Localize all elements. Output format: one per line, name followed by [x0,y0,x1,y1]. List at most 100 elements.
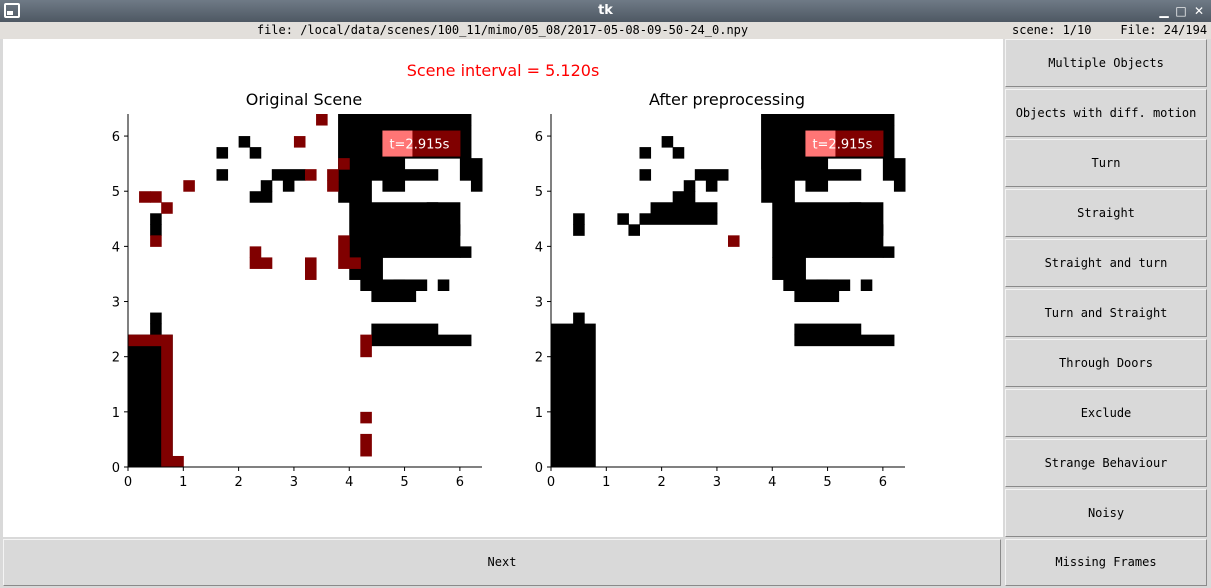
window-title: tk [598,3,613,18]
scene-file-counter: scene: 1/10 File: 24/194 [1012,23,1208,37]
x-tick-label: 1 [179,475,187,490]
occupied-cell [393,279,406,291]
category-sidebar: Multiple Objects Objects with diff. moti… [1005,39,1211,539]
scene-interval-label: Scene interval = 5.120s [406,61,600,80]
occupied-cell [128,334,162,468]
x-tick-label: 3 [290,475,298,490]
occupancy-layer [551,114,906,468]
turn-and-straight-button[interactable]: Turn and Straight [1005,289,1207,337]
occupied-cell [271,169,306,181]
occupied-cell [683,180,696,192]
y-tick-label: 2 [535,351,543,366]
occupied-cell [349,202,461,258]
occupied-cell [672,147,685,159]
highlight-cell [161,202,173,214]
occupied-cell [794,290,840,303]
objects-diff-motion-button[interactable]: Objects with diff. motion [1005,89,1207,137]
original-scene-plot: t=2.915s 0 1 2 3 4 5 6 0 1 2 3 4 5 6 [112,114,483,490]
y-tick-label: 6 [112,130,120,145]
occupied-cell [794,334,895,347]
missing-frames-button[interactable]: Missing Frames [1005,539,1207,586]
occupied-cell [551,323,585,468]
highlight-cell [293,136,306,148]
highlight-cell [172,455,184,468]
close-icon[interactable]: ✕ [1193,4,1205,18]
occupied-cell [639,147,652,159]
preprocessed-scene-plot: t=2.915s 0 1 2 3 4 5 6 0 1 2 3 4 5 6 [535,114,906,490]
plot-title-original: Original Scene [245,90,363,109]
time-badge-fill [805,130,836,157]
x-tick-label: 6 [456,475,464,490]
highlight-cell [150,191,162,203]
occupied-cell [705,180,718,192]
highlight-cell [305,169,317,181]
occupied-cell [573,224,585,236]
straight-button[interactable]: Straight [1005,189,1207,237]
occupied-cell [459,158,483,181]
exclude-button[interactable]: Exclude [1005,389,1207,437]
occupied-cell [249,147,262,159]
highlight-cell [161,334,173,468]
highlight-cell [360,433,372,457]
occupied-cell [437,279,450,291]
through-doors-button[interactable]: Through Doors [1005,339,1207,387]
occupied-cell [794,169,862,181]
plot-area [551,114,905,467]
x-tick-label: 4 [768,475,776,490]
file-path-label: file: /local/data/scenes/100_11/mimo/05_… [256,23,749,37]
highlight-cell [150,235,162,247]
x-tick-label: 0 [124,475,132,490]
occupied-cell [426,202,439,214]
maximize-icon[interactable]: □ [1175,4,1187,18]
y-tick-label: 0 [112,461,120,476]
occupied-cell [672,191,696,203]
x-tick-label: 1 [602,475,610,490]
highlight-cell [360,411,372,424]
occupied-cell [448,224,461,236]
plot-title-preprocessed: After preprocessing [649,90,805,109]
x-tick-label: 6 [879,475,887,490]
occupied-cell [617,213,629,225]
occupied-cell [573,213,585,225]
occupied-cell [639,213,718,225]
occupied-cell [371,334,472,347]
highlight-cell [128,334,162,347]
occupied-cell [584,323,596,468]
turn-button[interactable]: Turn [1005,139,1207,187]
highlight-cell [139,191,151,203]
straight-and-turn-button[interactable]: Straight and turn [1005,239,1207,287]
occupied-cell [761,114,773,203]
x-tick-label: 2 [657,475,665,490]
occupied-cell [772,202,884,258]
multiple-objects-button[interactable]: Multiple Objects [1005,39,1207,87]
occupied-cell [882,158,906,181]
time-annotation: t=2.915s [389,138,449,153]
plot-area [128,114,482,467]
occupied-cell [639,169,652,181]
strange-behaviour-button[interactable]: Strange Behaviour [1005,439,1207,487]
occupied-cell [827,114,895,126]
time-badge-fill [382,130,413,157]
y-tick-label: 4 [535,240,543,255]
app-window-icon[interactable] [4,3,20,18]
highlight-cell [349,257,361,269]
highlight-cell [183,180,195,192]
occupied-cell [661,136,674,148]
occupied-cell [849,202,862,214]
occupied-cell [794,323,862,336]
minimize-icon[interactable]: ▁ [1159,4,1169,18]
occupied-cell [150,312,162,325]
window-titlebar[interactable]: tk ▁ □ ✕ [0,0,1211,22]
x-tick-label: 5 [823,475,831,490]
occupied-cell [249,191,273,203]
noisy-button[interactable]: Noisy [1005,489,1207,537]
occupied-cell [805,180,829,192]
y-tick-label: 6 [535,130,543,145]
highlight-cell [327,180,339,192]
occupied-cell [382,180,406,192]
y-tick-label: 1 [112,406,120,421]
occupied-cell [871,224,884,236]
x-tick-label: 0 [547,475,555,490]
next-button[interactable]: Next [3,539,1001,586]
occupied-cell [860,279,873,291]
